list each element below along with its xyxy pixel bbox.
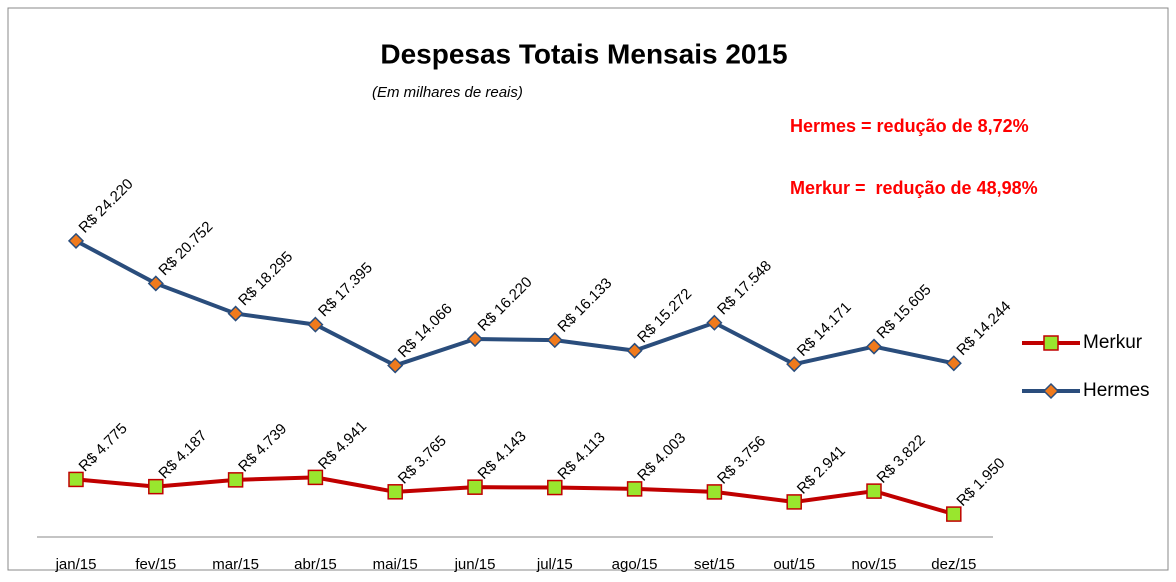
marker bbox=[866, 483, 882, 499]
subtitle: (Em milhares de reais) bbox=[372, 84, 523, 101]
marker bbox=[865, 338, 883, 355]
marker bbox=[466, 330, 484, 348]
marker bbox=[307, 469, 324, 486]
marker bbox=[387, 357, 404, 374]
marker bbox=[706, 314, 723, 331]
marker bbox=[706, 484, 723, 500]
chart-title: Despesas Totais Mensais 2015 bbox=[380, 38, 787, 69]
marker bbox=[307, 316, 324, 333]
marker bbox=[786, 356, 803, 373]
x-tick-label: jan/15 bbox=[55, 556, 97, 573]
x-tick-label: jun/15 bbox=[454, 556, 496, 573]
x-tick-label: mai/15 bbox=[373, 556, 418, 573]
marker bbox=[547, 479, 563, 496]
marker bbox=[68, 471, 84, 488]
marker bbox=[147, 275, 164, 292]
marker bbox=[67, 232, 85, 249]
marker bbox=[467, 479, 483, 495]
legend-label: Merkur bbox=[1083, 332, 1143, 353]
chart-border bbox=[7, 7, 1169, 571]
x-tick-label: ago/15 bbox=[612, 556, 658, 573]
marker bbox=[946, 506, 962, 522]
marker bbox=[227, 305, 244, 322]
x-tick-label: set/15 bbox=[694, 556, 735, 573]
x-tick-label: abr/15 bbox=[294, 556, 337, 573]
x-tick-label: out/15 bbox=[773, 556, 815, 573]
marker bbox=[148, 478, 164, 495]
series-line bbox=[75, 239, 955, 368]
legend-marker bbox=[1043, 335, 1059, 351]
series-line bbox=[75, 475, 955, 517]
marker bbox=[227, 472, 244, 488]
marker bbox=[945, 355, 962, 372]
x-tick-label: dez/15 bbox=[931, 556, 976, 573]
marker bbox=[387, 484, 403, 500]
x-tick-label: nov/15 bbox=[851, 556, 896, 573]
marker bbox=[626, 481, 643, 497]
marker bbox=[546, 332, 563, 349]
legend-label: Hermes bbox=[1083, 380, 1150, 401]
annotation: Hermes = redução de 8,72% bbox=[790, 116, 1029, 136]
annotation: Merkur = redução de 48,98% bbox=[790, 178, 1038, 198]
x-tick-label: mar/15 bbox=[212, 556, 259, 573]
x-tick-label: fev/15 bbox=[135, 556, 176, 573]
legend-marker bbox=[1042, 382, 1060, 400]
marker bbox=[626, 342, 643, 359]
x-tick-label: jul/15 bbox=[536, 556, 573, 573]
marker bbox=[786, 494, 802, 510]
